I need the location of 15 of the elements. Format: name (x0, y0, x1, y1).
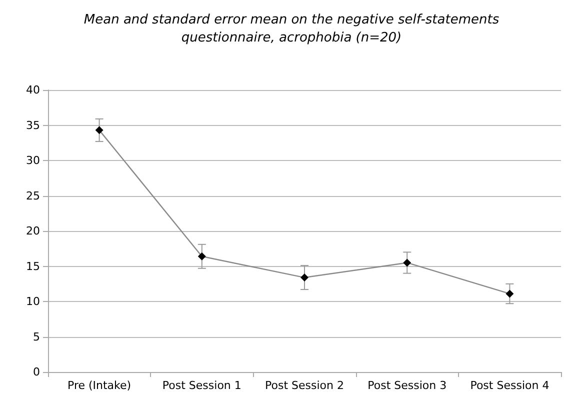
y-tick-label: 25 (26, 189, 40, 202)
x-tick-label: Post Session 1 (162, 379, 242, 392)
y-tick-label: 40 (26, 84, 40, 96)
chart-title: Mean and standard error mean on the negative self-statements questionnaire, acrophobia (n=20) (84, 12, 500, 46)
y-tick-label: 5 (33, 330, 40, 344)
y-tick-label: 30 (26, 154, 40, 167)
x-tick-label: Post Session 3 (368, 379, 447, 392)
y-tick-label: 35 (26, 118, 40, 132)
y-tick-label: 0 (33, 366, 40, 378)
x-tick-label: Post Session 2 (265, 379, 344, 392)
y-tick-label: 20 (26, 224, 40, 238)
x-tick-label: Pre (Intake) (68, 379, 132, 392)
y-tick-label: 10 (26, 295, 40, 308)
x-tick-label: Post Session 4 (470, 379, 550, 392)
y-tick-label: 15 (26, 260, 40, 273)
